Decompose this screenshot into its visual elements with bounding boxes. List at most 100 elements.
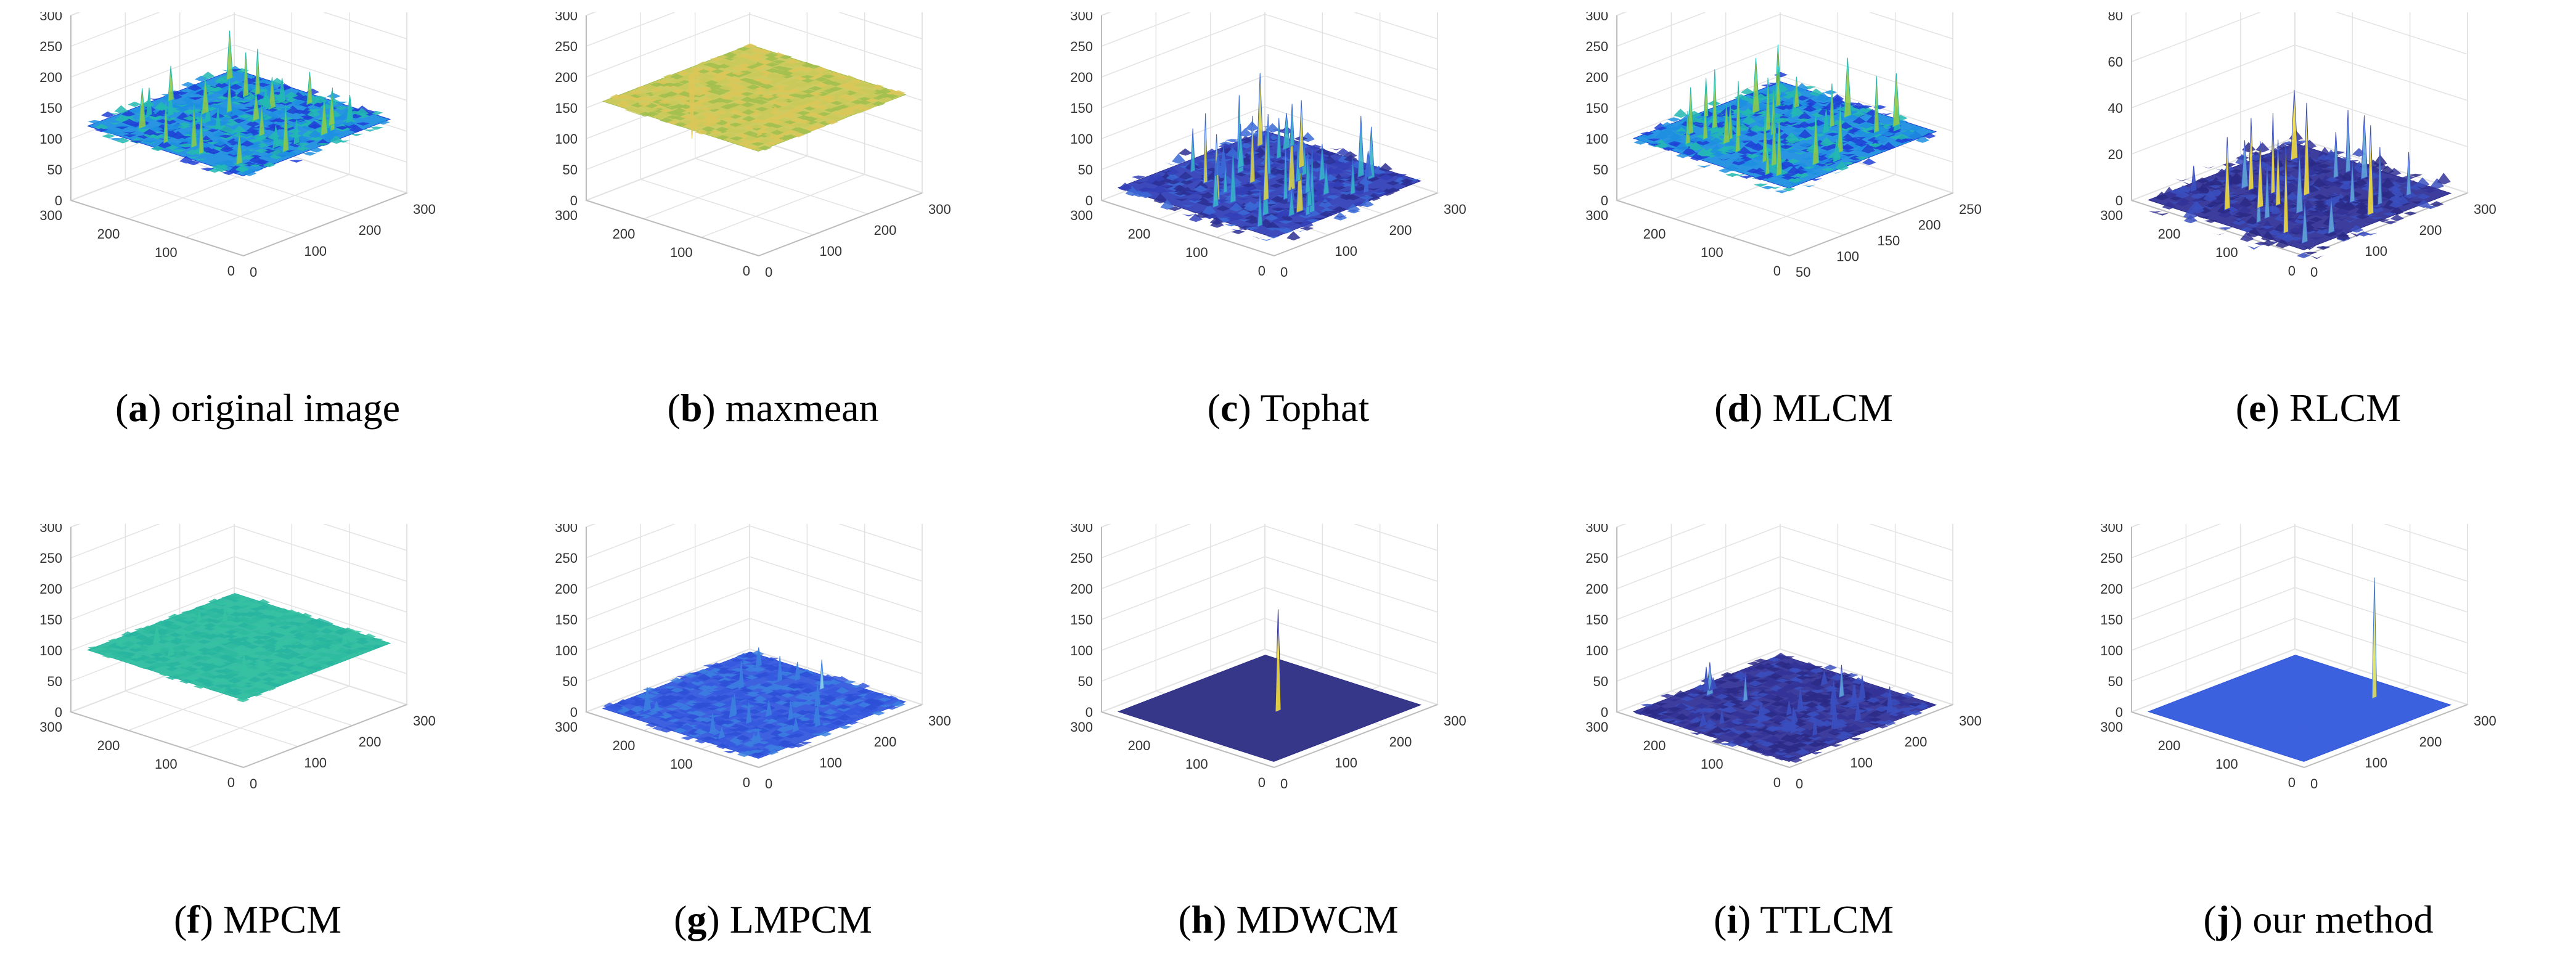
y-tick-label: 0: [1773, 263, 1781, 279]
surface-cell-d: [1741, 97, 1755, 102]
y-tick-label: 200: [1643, 738, 1666, 753]
surface-cell-e: [2310, 157, 2324, 162]
surface-cell-b: [687, 120, 701, 126]
y-tick-label: 200: [1643, 226, 1666, 242]
y-axis-a: [70, 200, 244, 256]
surface-cell-b: [831, 111, 845, 115]
surface-cell-e: [2290, 176, 2304, 181]
surface-spike-e: [2191, 165, 2197, 192]
surface-cell-d: [1820, 137, 1834, 147]
surface-cell-b: [706, 94, 720, 99]
surface-cell-i: [1777, 690, 1791, 698]
floor-gridline-b: [644, 155, 808, 219]
surface-cell-i: [1774, 751, 1788, 754]
surface-cell-i: [1795, 748, 1809, 755]
surface-cell-f: [369, 638, 383, 642]
surface-cell-e: [2312, 194, 2326, 200]
surface-cell-d: [1723, 137, 1737, 147]
surface-cell-b: [842, 82, 857, 88]
z-tick-label: 60: [2108, 54, 2123, 70]
y-tick-label: 100: [670, 756, 693, 772]
surface-cell-a: [216, 86, 230, 92]
surface-cell-e: [2175, 178, 2189, 181]
surface-cell-f: [275, 667, 289, 672]
surface-cell-c: [1201, 202, 1216, 207]
surface-cell-b: [801, 78, 815, 83]
surface-cell-b: [734, 107, 748, 112]
surface-cell-e: [2310, 255, 2324, 260]
surface-cell-a: [333, 101, 348, 105]
surface-cell-g: [685, 705, 700, 712]
surface-cell-b: [738, 78, 753, 82]
surface-cell-f: [214, 684, 229, 689]
surface-cell-b: [735, 121, 750, 127]
surface-cell-i: [1759, 730, 1773, 736]
surface-cell-b: [764, 131, 778, 137]
surface-cell-a: [168, 90, 182, 96]
surface-cell-d: [1674, 108, 1688, 118]
surface-cell-b: [772, 65, 787, 70]
surface-cell-e: [2423, 190, 2437, 194]
surface-cell-b: [637, 102, 652, 107]
surface-spike-d: [1775, 67, 1781, 107]
surface-cell-i: [1724, 730, 1739, 737]
surface-cell-b: [666, 115, 680, 120]
surface-cell-g: [729, 731, 743, 737]
surface-cell-a: [136, 128, 150, 131]
surface-cell-a: [114, 105, 128, 114]
surface-cell-b: [708, 130, 722, 134]
surface-cell-g: [677, 688, 691, 695]
surface-cell-f: [274, 652, 288, 658]
x-tick-label: 200: [359, 734, 382, 750]
surface-cell-c: [1166, 191, 1180, 195]
surface-cell-e: [2349, 225, 2364, 233]
surface-cell-i: [1813, 724, 1828, 729]
surface-cell-g: [795, 693, 809, 700]
surface-cell-i: [1660, 693, 1674, 698]
surface-cell-b: [731, 72, 745, 76]
surface-spike-d: [1712, 69, 1718, 129]
surface-cell-a: [171, 149, 186, 153]
surface-cell-i: [1733, 671, 1748, 679]
floor-gridline-d: [1671, 179, 1844, 235]
surface-cell-c: [1188, 210, 1203, 213]
surface-cell-i: [1781, 755, 1796, 759]
surface-cell-g: [766, 680, 780, 684]
surface-cell-d: [1742, 115, 1756, 125]
surface-cell-f: [193, 677, 207, 683]
surface-cell-c: [1372, 165, 1386, 175]
surface-cell-i: [1888, 706, 1902, 714]
surface-cell-g: [724, 674, 738, 677]
surface-cell-i: [1816, 671, 1830, 676]
surface-cell-e: [2254, 242, 2268, 246]
surface-cell-g: [825, 721, 839, 729]
surface-spike-e: [2257, 141, 2264, 210]
z-tick-label: 50: [47, 162, 62, 178]
surface-cell-b: [630, 96, 645, 102]
surface-cell-c: [1195, 211, 1209, 219]
surface-cell-c: [1152, 184, 1166, 194]
surface-cell-g: [692, 703, 706, 706]
surface-cell-g: [721, 720, 735, 725]
surface-cell-g: [722, 734, 736, 738]
surface-cell-g: [664, 695, 678, 700]
surface-cell-e: [2181, 191, 2196, 194]
surface-cell-d: [1740, 175, 1754, 179]
surface-cell-g: [760, 697, 774, 703]
tick-labels-d: 0501001502002503005010015020025001002003…: [1585, 12, 1981, 280]
surface-cell-i: [1808, 740, 1822, 748]
surface-cell-f: [182, 625, 197, 632]
surface-cell-f: [100, 646, 115, 650]
surface-cell-i: [1709, 703, 1723, 706]
surface-cell-e: [2182, 181, 2196, 186]
surface-cell-c: [1339, 189, 1353, 192]
x-tick-label: 0: [1280, 776, 1288, 791]
y-tick-label: 300: [39, 208, 62, 223]
surface-cell-f: [101, 648, 115, 653]
surface-cell-d: [1834, 161, 1849, 171]
z-tick-label: 80: [2108, 12, 2123, 23]
surface-cell-b: [748, 103, 762, 108]
surface-cell-a: [245, 116, 260, 123]
surface-cell-e: [2275, 145, 2289, 149]
x-tick-label: 200: [359, 223, 382, 238]
